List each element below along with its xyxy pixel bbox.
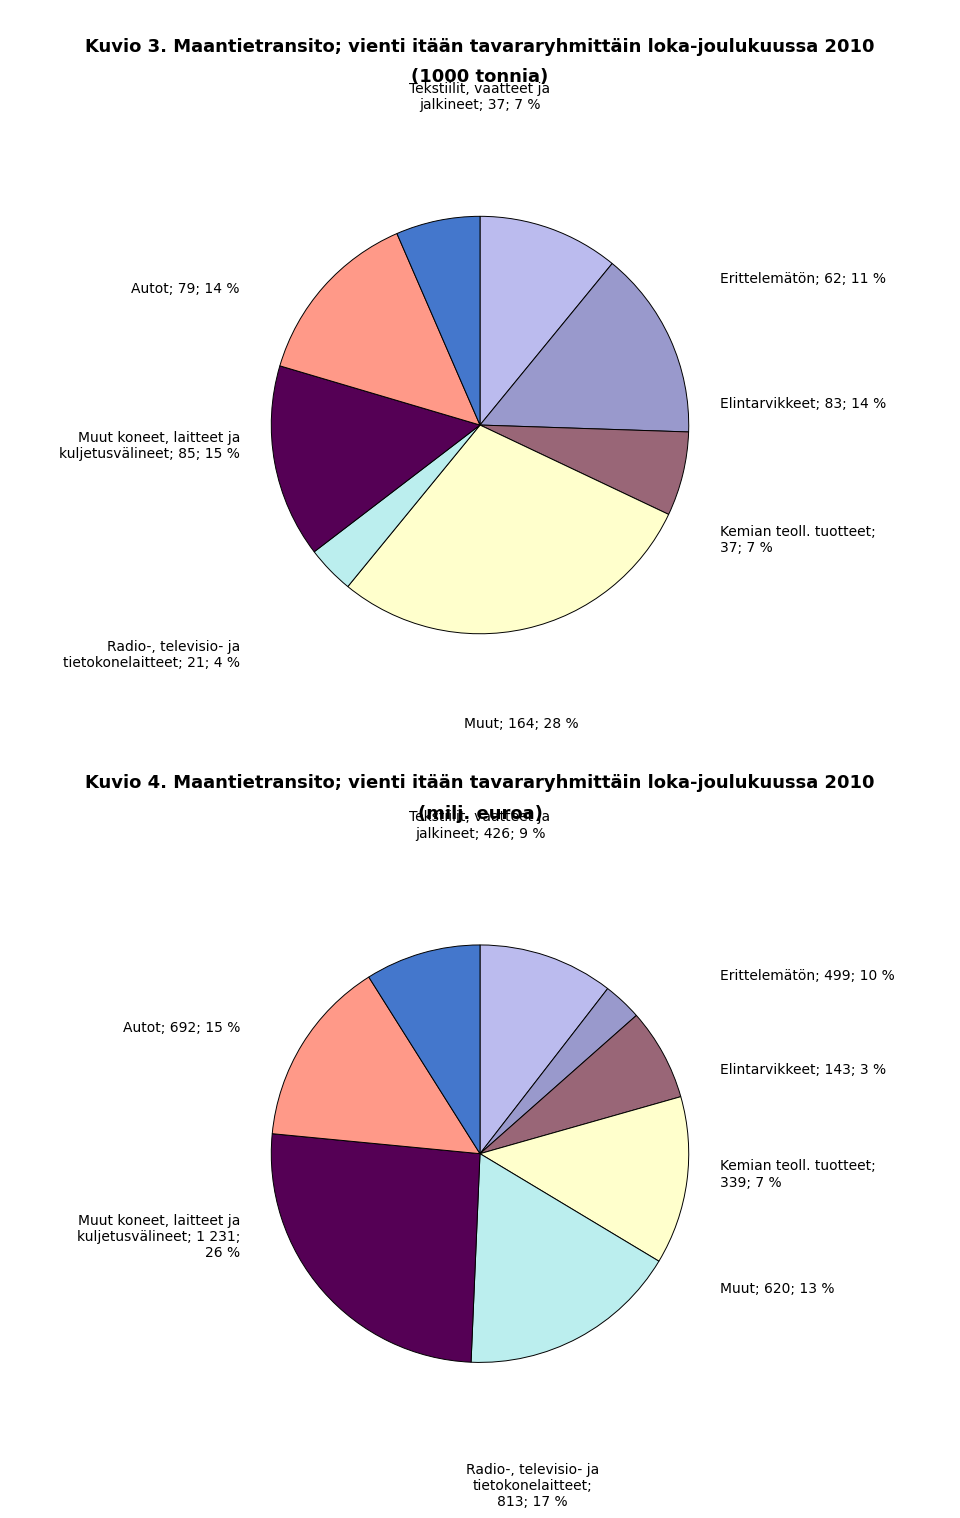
Wedge shape (314, 425, 480, 586)
Text: Kuvio 4. Maantietransito; vienti itään tavararyhmittäin loka-joulukuussa 2010: Kuvio 4. Maantietransito; vienti itään t… (85, 774, 875, 792)
Text: Tekstiilit, vaatteet ja
jalkineet; 426; 9 %: Tekstiilit, vaatteet ja jalkineet; 426; … (409, 811, 551, 841)
Wedge shape (272, 366, 480, 553)
Text: Autot; 692; 15 %: Autot; 692; 15 % (123, 1022, 240, 1035)
Text: Radio-, televisio- ja
tietokonelaitteet;
813; 17 %: Radio-, televisio- ja tietokonelaitteet;… (466, 1463, 599, 1509)
Text: Kemian teoll. tuotteet;
37; 7 %: Kemian teoll. tuotteet; 37; 7 % (720, 525, 876, 556)
Text: Autot; 79; 14 %: Autot; 79; 14 % (132, 282, 240, 296)
Text: Erittelemätön; 499; 10 %: Erittelemätön; 499; 10 % (720, 970, 895, 984)
Wedge shape (480, 425, 688, 515)
Text: Tekstiilit, vaatteet ja
jalkineet; 37; 7 %: Tekstiilit, vaatteet ja jalkineet; 37; 7… (409, 82, 551, 112)
Text: Muut; 620; 13 %: Muut; 620; 13 % (720, 1283, 834, 1296)
Text: Muut koneet, laitteet ja
kuljetusvälineet; 85; 15 %: Muut koneet, laitteet ja kuljetusvälinee… (60, 431, 240, 461)
Wedge shape (480, 988, 636, 1154)
Text: Kemian teoll. tuotteet;
339; 7 %: Kemian teoll. tuotteet; 339; 7 % (720, 1160, 876, 1190)
Text: Elintarvikkeet; 143; 3 %: Elintarvikkeet; 143; 3 % (720, 1063, 886, 1078)
Wedge shape (396, 216, 480, 425)
Wedge shape (480, 216, 612, 425)
Wedge shape (480, 1016, 681, 1154)
Wedge shape (480, 1096, 688, 1261)
Wedge shape (273, 978, 480, 1154)
Text: Elintarvikkeet; 83; 14 %: Elintarvikkeet; 83; 14 % (720, 398, 886, 411)
Text: Erittelemätön; 62; 11 %: Erittelemätön; 62; 11 % (720, 272, 886, 285)
Text: Muut; 164; 28 %: Muut; 164; 28 % (465, 716, 579, 732)
Text: (1000 tonnia): (1000 tonnia) (412, 68, 548, 87)
Text: Kuvio 3. Maantietransito; vienti itään tavararyhmittäin loka-joulukuussa 2010: Kuvio 3. Maantietransito; vienti itään t… (85, 38, 875, 56)
Wedge shape (480, 264, 688, 433)
Text: Muut koneet, laitteet ja
kuljetusvälineet; 1 231;
26 %: Muut koneet, laitteet ja kuljetusvälinee… (77, 1214, 240, 1260)
Wedge shape (348, 425, 668, 633)
Text: (milj. euroa): (milj. euroa) (418, 805, 542, 823)
Wedge shape (471, 1154, 659, 1362)
Wedge shape (480, 944, 608, 1154)
Wedge shape (369, 944, 480, 1154)
Wedge shape (280, 234, 480, 425)
Wedge shape (272, 1134, 480, 1362)
Text: Radio-, televisio- ja
tietokonelaitteet; 21; 4 %: Radio-, televisio- ja tietokonelaitteet;… (63, 639, 240, 669)
